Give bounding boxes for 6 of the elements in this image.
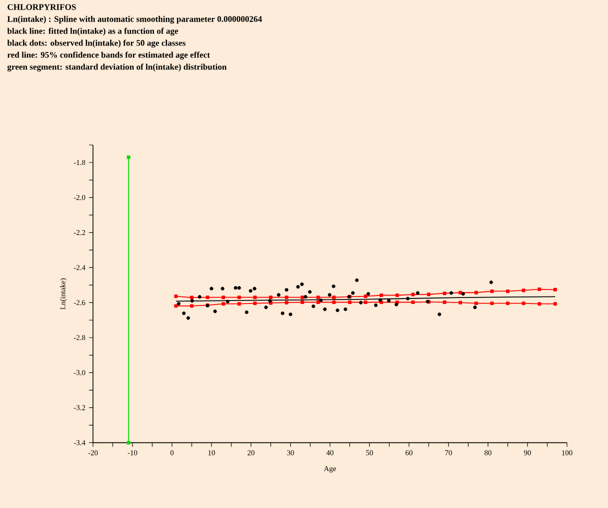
text: black line: fitted ln(intake) as a function of age bbox=[7, 28, 178, 36]
chart-title: CHLORPYRIFOS bbox=[8, 4, 76, 10]
text: red line: 95% confidence bands for estimated age effect bbox=[7, 52, 210, 60]
chart-subtitle: Ln(intake) : Spline with automatic smoothing parameter 0.000000264 bbox=[7, 16, 262, 24]
text: green segment: standard deviation of ln(intake) distribution bbox=[7, 64, 227, 72]
text: black dots: observed ln(intake) for 50 age classes bbox=[7, 40, 186, 48]
